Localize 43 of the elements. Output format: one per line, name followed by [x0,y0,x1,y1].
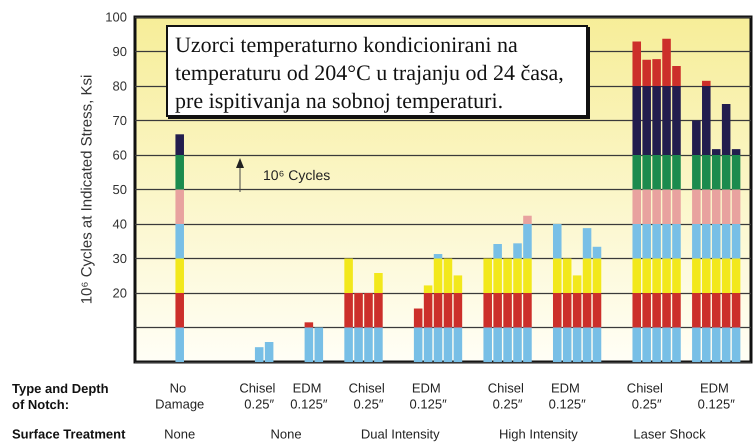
text: Dual Intensity [360,426,440,442]
bar [175,293,184,328]
y-tick-label: 100 [105,10,127,24]
text: None [164,426,196,442]
text: High Intensity [498,426,578,442]
bar [374,272,383,293]
y-tick-label: 80 [112,78,127,94]
bar [702,80,711,86]
x-tick-label: No Damage [155,380,204,412]
bar [175,134,184,155]
x-tick-label: EDM 0.125″ [290,380,328,412]
bar [304,322,314,328]
y-tick-label: 50 [112,182,127,197]
x-tick-label: EDM 0.125″ [548,380,586,412]
y-axis-title: 10⁶ Cycles at Indicated Stress, Ksi [78,74,96,304]
bar [493,244,502,258]
x-tick-label: Chisel 0.25″ [488,380,528,412]
text: None [270,426,302,442]
x-tick-label: EDM 0.125″ [410,380,448,412]
bar [175,155,184,190]
bar [434,254,442,258]
bar [175,190,184,224]
x-axis-title: Type and Depth of Notch: [12,381,110,413]
y-tick-label: 90 [112,44,127,59]
x-tick-label: EDM 0.125″ [698,380,736,412]
text: Laser Shock [633,426,706,442]
x-tick-label: Chisel 0.25″ [348,380,388,412]
y-tick-label: 60 [112,148,127,162]
text: Surface Treatment [12,426,126,442]
y-tick-label: 40 [112,216,127,232]
y-tick-label: 70 [112,113,127,128]
bar [175,224,184,258]
annotation: Uzorci temperaturno kondicionirani na temperaturu od 204°C u trajanju od 24 časa, pre ispitivanja na sobnoj temperaturi. [175,31,565,115]
bar [523,216,532,224]
bar [175,328,184,362]
bar [552,224,562,258]
x-tick-label: Chisel 0.25″ [239,380,280,412]
bar [344,258,353,293]
x-tick-label: Chisel 0.25″ [626,380,667,412]
y-tick-label: 20 [112,286,127,300]
y-tick-label: 30 [112,251,127,266]
bar [175,258,184,293]
annotation: 10⁶ Cycles [263,167,330,183]
